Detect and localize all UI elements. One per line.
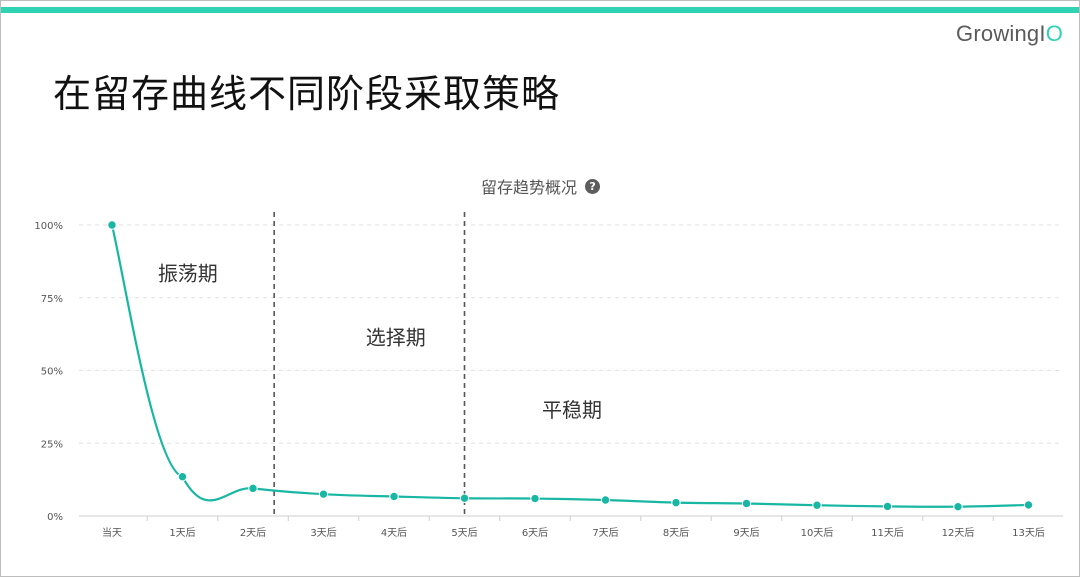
data-point [108, 221, 116, 229]
x-tick-label: 9天后 [733, 527, 759, 539]
x-tick-label: 5天后 [451, 527, 477, 539]
x-tick-label: 11天后 [871, 527, 904, 539]
data-point [672, 498, 680, 506]
data-point [742, 499, 750, 507]
phase-label: 平稳期 [542, 398, 602, 422]
y-tick-label: 0% [47, 512, 63, 523]
data-point [883, 502, 891, 510]
retention-line [112, 225, 1029, 507]
data-point [460, 494, 468, 502]
data-point [1024, 501, 1032, 509]
data-point [531, 494, 539, 502]
y-tick-label: 100% [34, 221, 63, 232]
data-point [319, 490, 327, 498]
data-point [178, 473, 186, 481]
y-tick-label: 50% [41, 367, 63, 378]
x-tick-label: 8天后 [663, 527, 689, 539]
y-tick-label: 75% [41, 294, 63, 305]
x-tick-label: 4天后 [381, 527, 407, 539]
phase-label: 选择期 [366, 325, 426, 349]
data-point [390, 492, 398, 500]
x-tick-label: 13天后 [1012, 527, 1045, 539]
y-tick-label: 25% [41, 439, 63, 450]
x-tick-label: 6天后 [522, 527, 548, 539]
x-tick-label: 1天后 [169, 527, 195, 539]
data-point [813, 501, 821, 509]
data-point [601, 496, 609, 504]
data-point [954, 502, 962, 510]
x-tick-label: 12天后 [942, 527, 975, 539]
phase-label: 振荡期 [158, 261, 218, 285]
x-tick-label: 当天 [102, 526, 122, 539]
x-tick-label: 10天后 [801, 527, 834, 539]
data-point [249, 484, 257, 492]
x-tick-label: 2天后 [240, 527, 266, 539]
x-tick-label: 3天后 [310, 527, 336, 539]
x-tick-label: 7天后 [592, 527, 618, 539]
